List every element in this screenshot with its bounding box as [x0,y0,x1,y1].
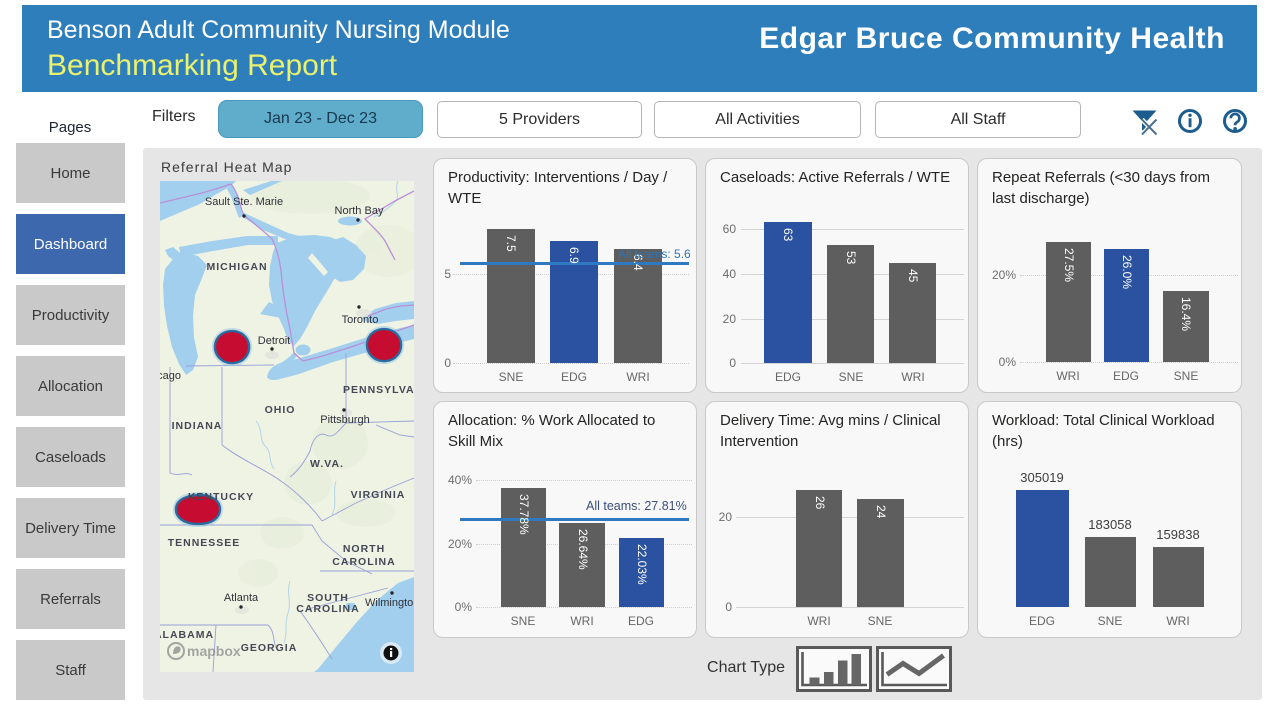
svg-text:VIRGINIA: VIRGINIA [351,489,406,501]
svg-text:Atlanta: Atlanta [224,592,259,604]
svg-text:OHIO: OHIO [265,404,296,416]
svg-text:KENTUCKY: KENTUCKY [188,491,254,503]
svg-text:CAROLINA: CAROLINA [332,556,395,568]
svg-text:cago: cago [160,370,181,382]
svg-text:TENNESSEE: TENNESSEE [168,537,241,549]
svg-text:mapbox: mapbox [187,643,241,659]
svg-text:W.VA.: W.VA. [310,458,344,470]
svg-text:Sault Ste. Marie: Sault Ste. Marie [205,196,283,208]
svg-text:GEORGIA: GEORGIA [241,642,298,654]
svg-text:Wilmington: Wilmington [365,597,414,609]
svg-text:INDIANA: INDIANA [172,420,223,432]
svg-text:Pittsburgh: Pittsburgh [320,414,370,426]
svg-text:Toronto: Toronto [342,314,379,326]
svg-text:MICHIGAN: MICHIGAN [206,261,267,273]
svg-text:SOUTH: SOUTH [307,592,349,604]
svg-text:NORTH: NORTH [343,543,385,555]
svg-text:North Bay: North Bay [335,205,384,217]
svg-text:PENNSYLVANIA: PENNSYLVANIA [343,384,414,396]
svg-text:Detroit: Detroit [258,335,290,347]
svg-text:CAROLINA: CAROLINA [296,603,359,615]
